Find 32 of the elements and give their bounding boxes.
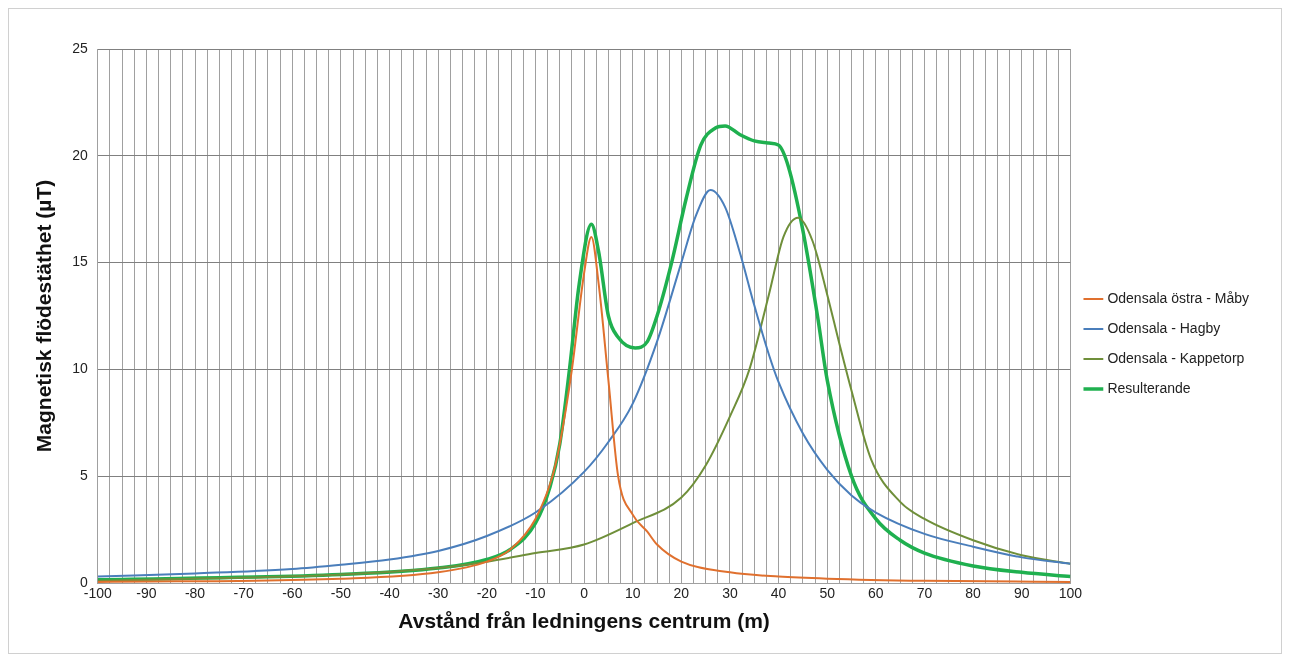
- x-tick-label: 0: [580, 585, 589, 602]
- x-tick-label: 20: [673, 585, 690, 602]
- x-tick-label: 60: [868, 585, 884, 602]
- x-tick-label: 90: [1013, 585, 1030, 602]
- y-tick-label: 20: [72, 146, 88, 163]
- x-tick-label: -30: [428, 585, 449, 602]
- y-tick-label: 0: [79, 573, 88, 590]
- y-tick-label: 15: [72, 253, 88, 270]
- x-tick-label: -70: [233, 585, 254, 602]
- y-axis-title: Magnetisk flödestäthet (µT): [32, 179, 56, 453]
- x-tick-label: 80: [965, 585, 982, 602]
- x-tick-label: -80: [184, 585, 206, 602]
- x-tick-label: 100: [1058, 585, 1083, 602]
- x-tick-label: 50: [819, 585, 836, 602]
- x-tick-label: 10: [624, 585, 641, 602]
- x-tick-label: -10: [525, 585, 546, 602]
- y-tick-label: 5: [79, 467, 88, 484]
- y-tick-label: 10: [72, 360, 88, 377]
- x-tick-label: -40: [379, 585, 400, 602]
- legend-label: Resulterande: [1107, 379, 1191, 396]
- legend-label: Odensala östra - Måby: [1107, 289, 1249, 306]
- x-tick-label: 70: [916, 585, 933, 602]
- y-tick-label: 25: [72, 39, 88, 56]
- legend-label: Odensala - Hagby: [1107, 319, 1221, 336]
- x-tick-label: 40: [770, 585, 787, 602]
- x-tick-label: -20: [476, 585, 498, 602]
- x-axis-title: Avstånd från ledningens centrum (m): [398, 609, 770, 633]
- legend-label: Odensala - Kappetorp: [1107, 349, 1245, 366]
- x-tick-label: -90: [136, 585, 157, 602]
- x-tick-label: -60: [282, 585, 303, 602]
- x-tick-label: -50: [330, 585, 352, 602]
- x-tick-label: 30: [722, 585, 738, 602]
